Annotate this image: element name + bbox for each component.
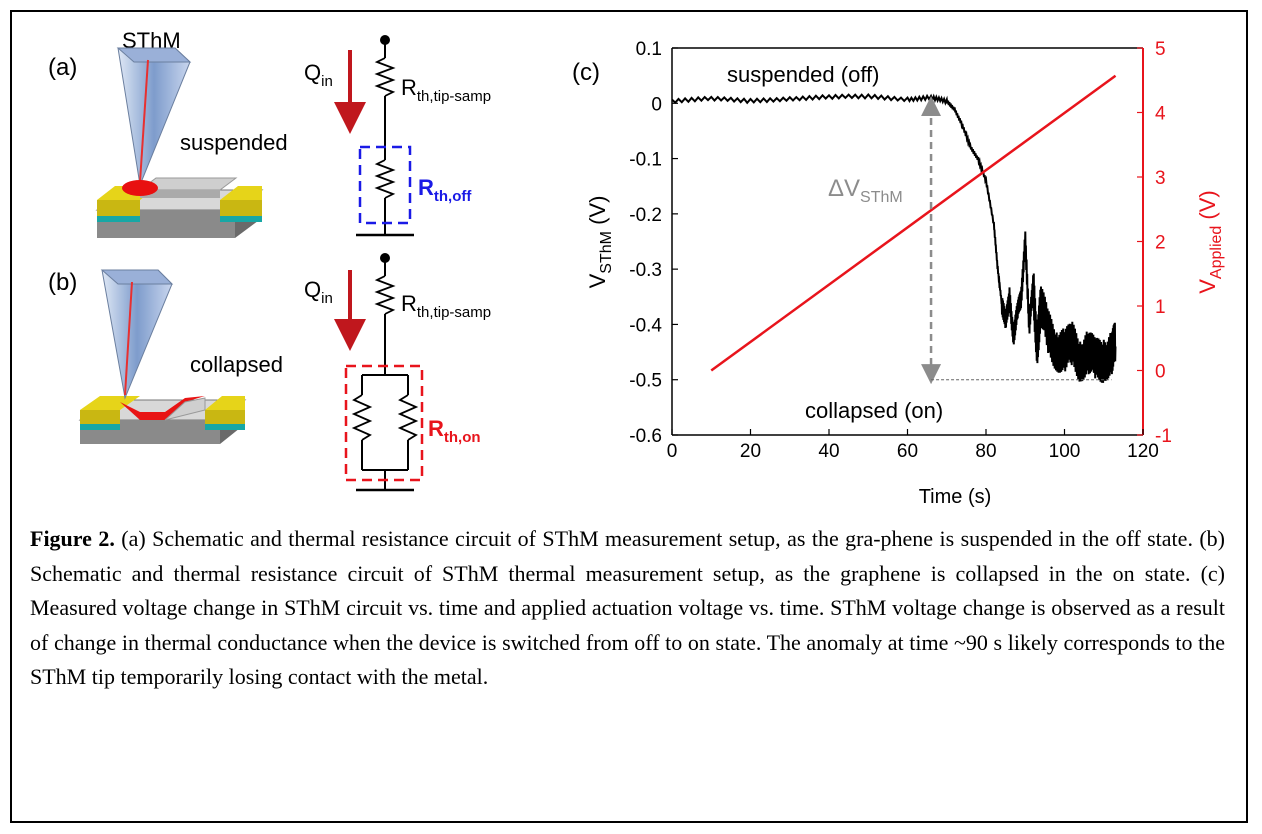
schematic-b: (b) collapsed bbox=[48, 269, 283, 444]
chart-plot-layer: 0 20 40 60 80 100 1200.10-0.1-0.2-0.3-0.4-0.5-… bbox=[585, 39, 1225, 462]
x-axis-label: Time (s) bbox=[919, 486, 992, 508]
x-tick-label: 80 bbox=[975, 441, 996, 462]
figure-graphics: (a) SThM suspended (b) collapsed bbox=[48, 28, 1225, 508]
panel-c-label: (c) bbox=[572, 59, 600, 86]
sthm-voltage-series bbox=[671, 92, 1117, 383]
y-left-axis-title: VSThM (V) bbox=[585, 196, 615, 289]
circuit-a-q-label: Qin bbox=[304, 60, 333, 90]
circuit-a-r-tip-label: Rth,tip-samp bbox=[401, 75, 491, 105]
y-right-tick-label: 4 bbox=[1155, 104, 1166, 125]
x-tick-label: 100 bbox=[1049, 441, 1081, 462]
circuit-b bbox=[334, 253, 424, 492]
chart-c: (c) 0 20 40 60 80 100 1200.10-0.1-0.2-0.3-0.4-… bbox=[572, 39, 1225, 508]
circuit-a bbox=[334, 35, 414, 237]
circuit-b-r-tip-label: Rth,tip-samp bbox=[401, 291, 491, 321]
annotation-delta-v: ΔVSThM bbox=[828, 175, 903, 206]
suspended-label: suspended bbox=[180, 130, 288, 155]
y-left-tick-label: 0 bbox=[651, 94, 662, 115]
caption-text: (a) Schematic and thermal resistance cir… bbox=[30, 526, 1226, 689]
figure-caption: Figure 2. (a) Schematic and thermal resi… bbox=[30, 522, 1225, 695]
annotation-collapsed: collapsed (on) bbox=[805, 398, 943, 423]
x-tick-label: 0 bbox=[667, 441, 678, 462]
y-left-tick-label: -0.4 bbox=[629, 315, 662, 336]
collapsed-label: collapsed bbox=[190, 352, 283, 377]
x-tick-label: 60 bbox=[897, 441, 918, 462]
y-left-tick-label: -0.1 bbox=[629, 150, 662, 171]
annotation-suspended: suspended (off) bbox=[727, 62, 879, 87]
y-right-tick-label: 5 bbox=[1155, 39, 1166, 60]
y-left-tick-label: -0.6 bbox=[629, 426, 662, 447]
circuit-a-r-off-label: Rth,off bbox=[418, 175, 472, 205]
y-right-axis-title: VApplied (V) bbox=[1195, 190, 1225, 294]
y-right-tick-label: 2 bbox=[1155, 233, 1166, 254]
y-right-tick-label: -1 bbox=[1155, 426, 1172, 447]
caption-title: Figure 2. bbox=[30, 526, 115, 551]
x-tick-label: 40 bbox=[818, 441, 839, 462]
y-right-tick-label: 0 bbox=[1155, 362, 1166, 383]
y-left-tick-label: -0.5 bbox=[629, 371, 662, 392]
circuit-b-r-on-label: Rth,on bbox=[428, 416, 481, 446]
x-tick-label: 20 bbox=[740, 441, 761, 462]
y-left-tick-label: -0.3 bbox=[629, 260, 662, 281]
x-tick-label: 120 bbox=[1127, 441, 1159, 462]
y-right-tick-label: 3 bbox=[1155, 168, 1166, 189]
schematic-a: (a) SThM suspended bbox=[48, 28, 288, 238]
y-right-tick-label: 1 bbox=[1155, 297, 1166, 318]
circuit-b-q-label: Qin bbox=[304, 277, 333, 307]
y-left-tick-label: 0.1 bbox=[636, 39, 662, 60]
panel-a-label: (a) bbox=[48, 54, 77, 81]
y-left-tick-label: -0.2 bbox=[629, 205, 662, 226]
panel-b-label: (b) bbox=[48, 269, 77, 296]
applied-voltage-series bbox=[710, 74, 1117, 372]
